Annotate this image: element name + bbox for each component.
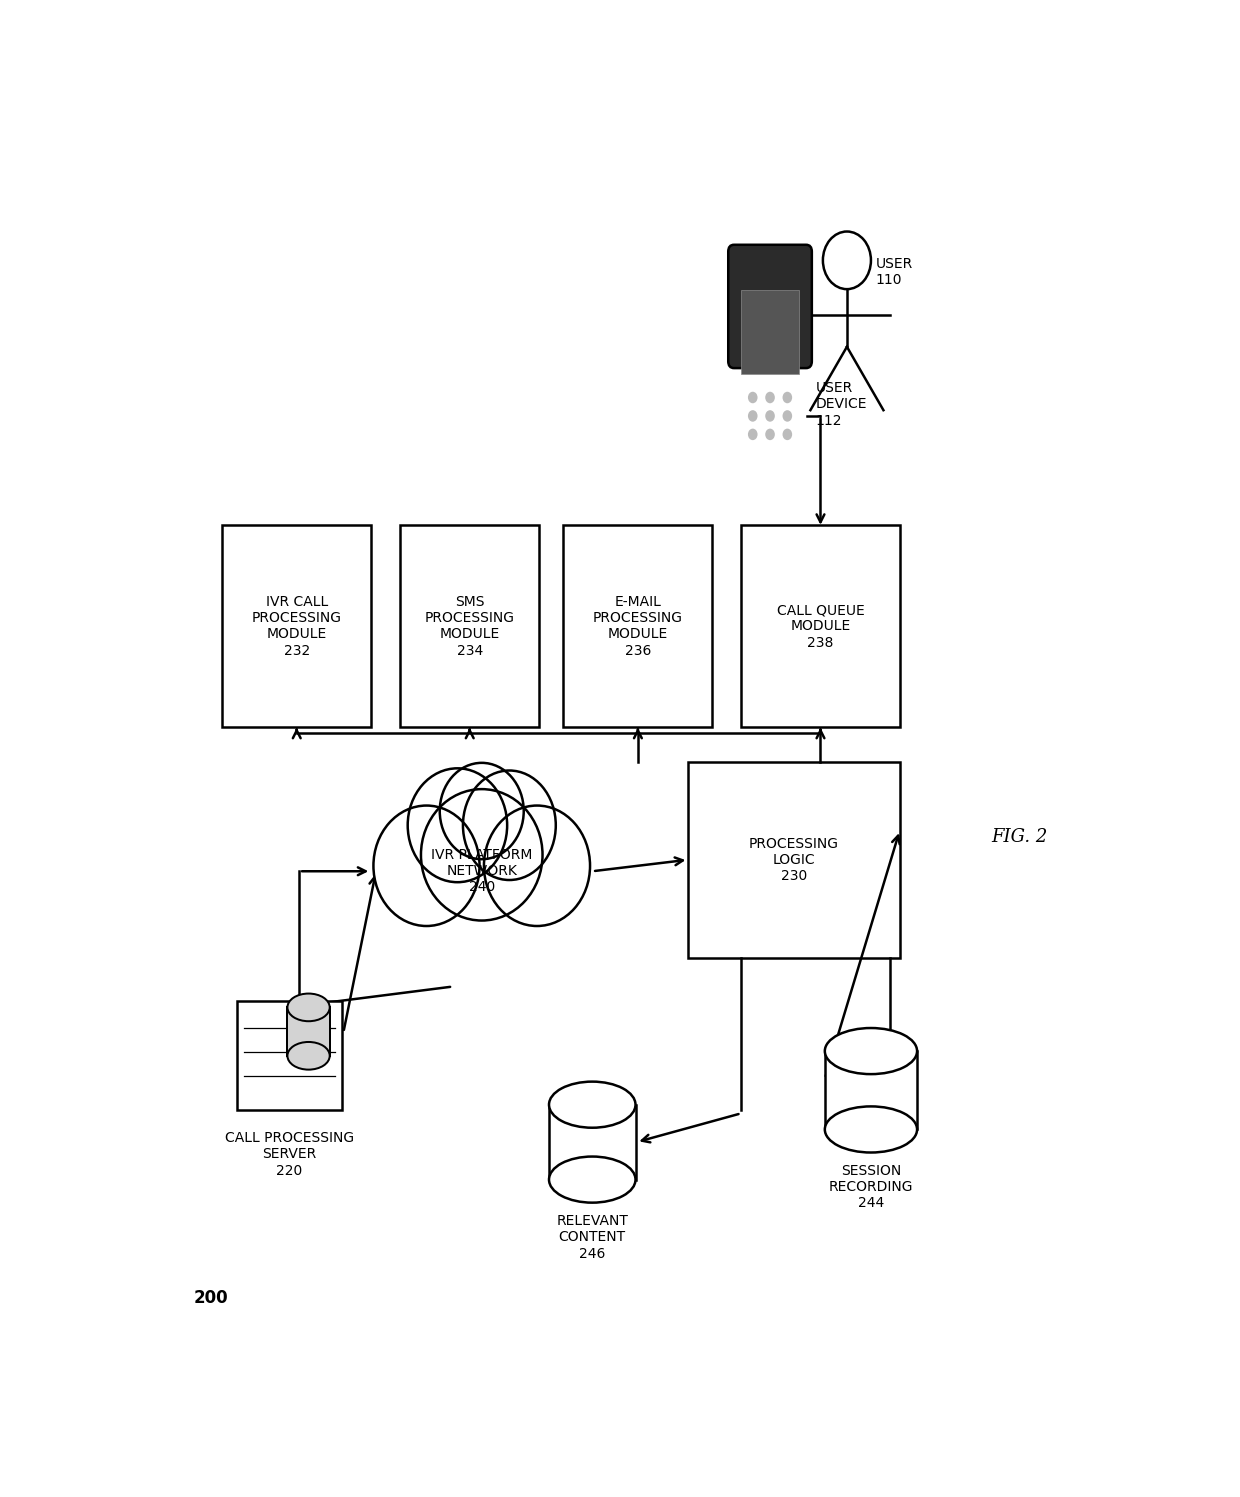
Text: E-MAIL
PROCESSING
MODULE
236: E-MAIL PROCESSING MODULE 236	[593, 594, 683, 657]
Circle shape	[782, 410, 792, 422]
Text: USER
DEVICE
112: USER DEVICE 112	[816, 382, 867, 428]
Bar	[740, 290, 800, 374]
Ellipse shape	[484, 805, 590, 927]
Text: SESSION
RECORDING
244: SESSION RECORDING 244	[828, 1165, 913, 1211]
Ellipse shape	[373, 805, 480, 927]
Bar	[563, 525, 712, 728]
Ellipse shape	[549, 1157, 635, 1202]
Circle shape	[748, 410, 758, 422]
Text: USER
110: USER 110	[875, 257, 913, 287]
Ellipse shape	[825, 1106, 918, 1153]
Circle shape	[782, 392, 792, 403]
Bar	[222, 525, 371, 728]
Circle shape	[748, 392, 758, 403]
Bar	[825, 1051, 918, 1129]
Text: SMS
PROCESSING
MODULE
234: SMS PROCESSING MODULE 234	[425, 594, 515, 657]
Text: IVR CALL
PROCESSING
MODULE
232: IVR CALL PROCESSING MODULE 232	[252, 594, 342, 657]
Circle shape	[765, 410, 775, 422]
FancyBboxPatch shape	[728, 246, 812, 368]
Text: IVR PLATFORM
NETWORK
240: IVR PLATFORM NETWORK 240	[432, 849, 532, 894]
Bar	[549, 1105, 635, 1180]
Ellipse shape	[825, 1028, 918, 1075]
Ellipse shape	[420, 789, 543, 921]
Text: RELEVANT
CONTENT
246: RELEVANT CONTENT 246	[557, 1214, 629, 1260]
Circle shape	[782, 428, 792, 440]
Text: CALL PROCESSING
SERVER
220: CALL PROCESSING SERVER 220	[224, 1132, 355, 1178]
Ellipse shape	[549, 1082, 635, 1127]
Text: 200: 200	[193, 1289, 228, 1307]
Circle shape	[823, 232, 870, 289]
Bar	[742, 525, 900, 728]
Ellipse shape	[408, 768, 507, 882]
Bar	[237, 1001, 342, 1111]
Ellipse shape	[463, 771, 556, 880]
Bar	[401, 525, 539, 728]
Circle shape	[765, 392, 775, 403]
Circle shape	[748, 428, 758, 440]
Ellipse shape	[288, 1042, 330, 1070]
Bar	[288, 1007, 330, 1055]
Ellipse shape	[288, 994, 330, 1021]
Bar	[688, 762, 900, 958]
Text: CALL QUEUE
MODULE
238: CALL QUEUE MODULE 238	[776, 603, 864, 650]
Circle shape	[765, 428, 775, 440]
Text: FIG. 2: FIG. 2	[991, 828, 1048, 846]
Ellipse shape	[440, 763, 523, 859]
Text: PROCESSING
LOGIC
230: PROCESSING LOGIC 230	[749, 837, 839, 883]
